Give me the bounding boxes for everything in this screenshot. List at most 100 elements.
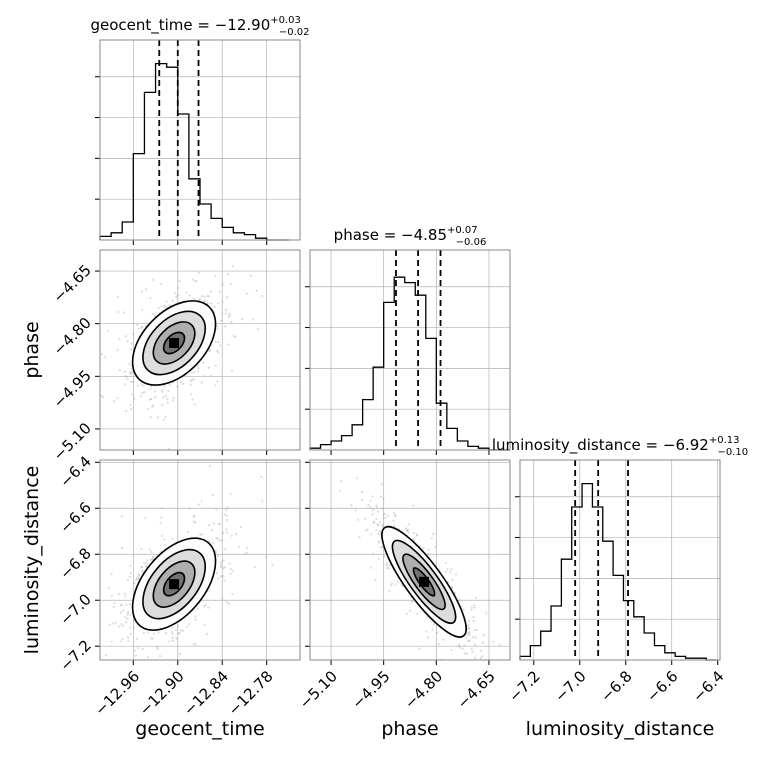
sample-point xyxy=(419,544,422,547)
sample-point xyxy=(130,380,133,384)
sample-point xyxy=(206,302,209,305)
sample-point xyxy=(200,499,203,503)
sample-point xyxy=(221,312,224,315)
sample-point xyxy=(462,608,465,611)
sample-point xyxy=(261,295,264,298)
sample-point xyxy=(479,656,483,660)
sample-point xyxy=(194,615,197,618)
sample-point xyxy=(180,381,183,384)
sample-point xyxy=(125,375,128,378)
sample-point xyxy=(382,497,385,500)
sample-point xyxy=(191,398,194,401)
sample-point xyxy=(386,566,389,569)
sample-point xyxy=(208,464,212,468)
sample-point xyxy=(256,327,259,331)
sample-point xyxy=(121,624,125,628)
sample-point xyxy=(427,552,430,556)
sample-point xyxy=(265,555,268,558)
sample-point xyxy=(159,522,162,525)
sample-point xyxy=(216,380,219,383)
sample-point xyxy=(240,318,244,321)
sample-point xyxy=(110,594,114,597)
sample-point xyxy=(482,634,485,637)
sample-point xyxy=(226,601,229,604)
sample-point xyxy=(457,644,461,647)
sample-point xyxy=(473,603,476,607)
sample-point xyxy=(225,519,229,522)
sample-point xyxy=(453,591,456,594)
sample-point xyxy=(137,574,140,578)
sample-point xyxy=(188,294,191,297)
sample-point xyxy=(234,335,237,338)
sample-point xyxy=(142,384,145,387)
sample-point xyxy=(218,290,221,293)
x-tick-label: −6.6 xyxy=(643,667,681,705)
sample-point xyxy=(153,632,156,635)
sample-point xyxy=(137,573,141,576)
sample-point xyxy=(372,521,376,524)
sample-point xyxy=(380,546,383,549)
sample-point xyxy=(225,508,228,511)
sample-point xyxy=(141,647,144,651)
x-tick-label: −4.95 xyxy=(348,667,393,712)
sample-point xyxy=(208,349,211,353)
sample-point xyxy=(143,391,146,394)
sample-point xyxy=(124,595,127,598)
sample-point xyxy=(124,335,128,338)
sample-point xyxy=(171,299,174,303)
sample-point xyxy=(390,582,394,585)
sample-point xyxy=(386,562,389,565)
sample-point xyxy=(151,558,154,561)
sample-point xyxy=(149,637,152,640)
sample-point xyxy=(200,533,204,536)
sample-point xyxy=(225,528,228,531)
sample-point xyxy=(179,629,183,632)
sample-point xyxy=(149,558,153,561)
sample-point xyxy=(170,631,173,634)
sample-point xyxy=(192,297,195,300)
sample-point xyxy=(208,524,211,527)
sample-point xyxy=(406,528,410,531)
sample-point xyxy=(142,631,145,635)
title-main: luminosity_distance = −6.92 xyxy=(492,436,709,455)
sample-point xyxy=(125,410,128,413)
sample-point xyxy=(404,527,408,530)
y-axis-label-phase: phase xyxy=(21,321,43,378)
sample-point xyxy=(197,271,200,274)
sample-point xyxy=(227,343,230,346)
sample-point xyxy=(157,631,160,634)
sample-point xyxy=(393,524,396,527)
sample-point xyxy=(114,622,117,625)
sample-point xyxy=(139,565,143,569)
sample-point xyxy=(249,274,252,277)
sample-point xyxy=(227,312,231,315)
sample-point xyxy=(208,540,211,543)
sample-point xyxy=(194,521,197,524)
sample-point xyxy=(465,663,467,665)
sample-point xyxy=(205,632,209,635)
contour-line xyxy=(142,310,206,376)
sample-point xyxy=(190,371,193,374)
sample-point xyxy=(160,403,164,406)
sample-point xyxy=(491,640,495,643)
sample-point xyxy=(113,602,116,605)
sample-point xyxy=(141,571,144,574)
sample-point xyxy=(360,490,364,493)
sample-point xyxy=(225,514,228,517)
contour-line xyxy=(162,571,186,597)
sample-point xyxy=(116,295,119,299)
sample-point xyxy=(374,578,377,581)
sample-point xyxy=(116,397,119,400)
sample-point xyxy=(136,384,140,387)
sample-point xyxy=(229,567,232,571)
sample-point xyxy=(474,660,476,662)
sample-point xyxy=(132,626,136,629)
pair-panel-phase-luminosity_distance xyxy=(305,460,510,665)
sample-point xyxy=(154,390,157,393)
sample-point xyxy=(430,537,433,540)
title-sup: +0.13 xyxy=(709,435,740,446)
sample-point xyxy=(156,416,160,419)
title-main: geocent_time = −12.90 xyxy=(90,16,270,35)
sample-point xyxy=(126,340,129,343)
sample-point xyxy=(134,654,138,657)
